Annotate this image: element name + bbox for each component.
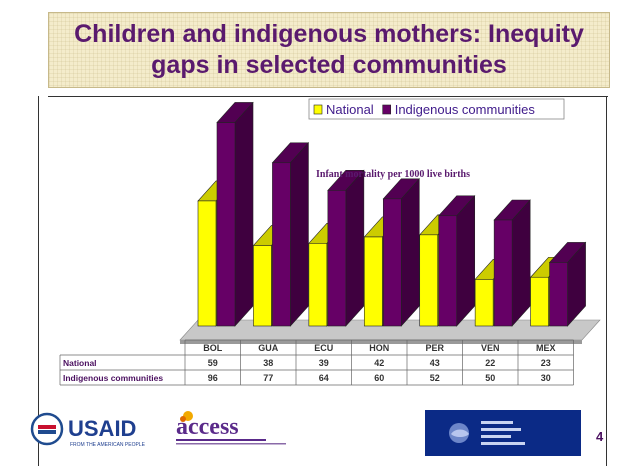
partner-logo [425, 410, 581, 456]
frame-line-top [48, 96, 608, 97]
data-label-indigenous-communities-ven: 50 [485, 373, 495, 383]
data-label-national-bol: 59 [208, 358, 218, 368]
bar-indigenous-communities-bol [216, 101, 254, 327]
usaid-logo: USAID FROM THE AMERICAN PEOPLE [30, 412, 164, 448]
data-label-national-ven: 22 [485, 358, 495, 368]
page-number: 4 [596, 429, 604, 444]
legend-label-national: National [326, 102, 374, 117]
bar-indigenous-communities-gua [271, 141, 310, 327]
access-wordmark: access [176, 414, 239, 440]
access-logo: access [172, 408, 302, 448]
slide-title: Children and indigenous mothers: Inequit… [74, 20, 584, 79]
usaid-tagline: FROM THE AMERICAN PEOPLE [70, 442, 146, 448]
legend-label-indigenous-communities: Indigenous communities [395, 102, 536, 117]
data-label-indigenous-communities-per: 52 [430, 373, 440, 383]
data-label-indigenous-communities-ecu: 64 [319, 373, 329, 383]
data-label-indigenous-communities-bol: 96 [208, 373, 218, 383]
frame-line-left [38, 96, 39, 466]
table-row-label-national: National [63, 358, 97, 368]
data-label-national-per: 43 [430, 358, 440, 368]
chart-floor-edge [180, 340, 582, 344]
bar-indigenous-communities-hon [382, 178, 420, 327]
tick-label-mex: MEX [536, 343, 556, 353]
frame-line-right [606, 96, 607, 466]
data-label-indigenous-communities-gua: 77 [263, 373, 273, 383]
bar-indigenous-communities-ecu [327, 169, 365, 327]
data-label-national-mex: 23 [541, 358, 551, 368]
tick-label-hon: HON [369, 343, 389, 353]
tick-label-gua: GUA [258, 343, 279, 353]
tick-label-bol: BOL [203, 343, 223, 353]
bar-indigenous-communities-ven [493, 199, 531, 327]
table-row-label-indigenous-communities: Indigenous communities [63, 373, 163, 383]
legend-swatch-national [313, 104, 323, 115]
legend-swatch-indigenous-communities [382, 104, 392, 115]
bar-indigenous-communities-per [438, 194, 476, 327]
data-label-national-ecu: 39 [319, 358, 329, 368]
chart-annotation: Infant mortality per 1000 live births [316, 169, 470, 180]
title-box: Children and indigenous mothers: Inequit… [48, 12, 610, 88]
data-label-national-gua: 38 [263, 358, 273, 368]
tick-label-ecu: ECU [314, 343, 333, 353]
bar-indigenous-communities-mex [548, 241, 587, 327]
chart-legend [308, 98, 565, 120]
data-label-national-hon: 42 [374, 358, 384, 368]
tick-label-ven: VEN [481, 343, 500, 353]
data-label-indigenous-communities-mex: 30 [541, 373, 551, 383]
data-label-indigenous-communities-hon: 60 [374, 373, 384, 383]
usaid-wordmark: USAID [68, 416, 136, 441]
tick-label-per: PER [425, 343, 444, 353]
